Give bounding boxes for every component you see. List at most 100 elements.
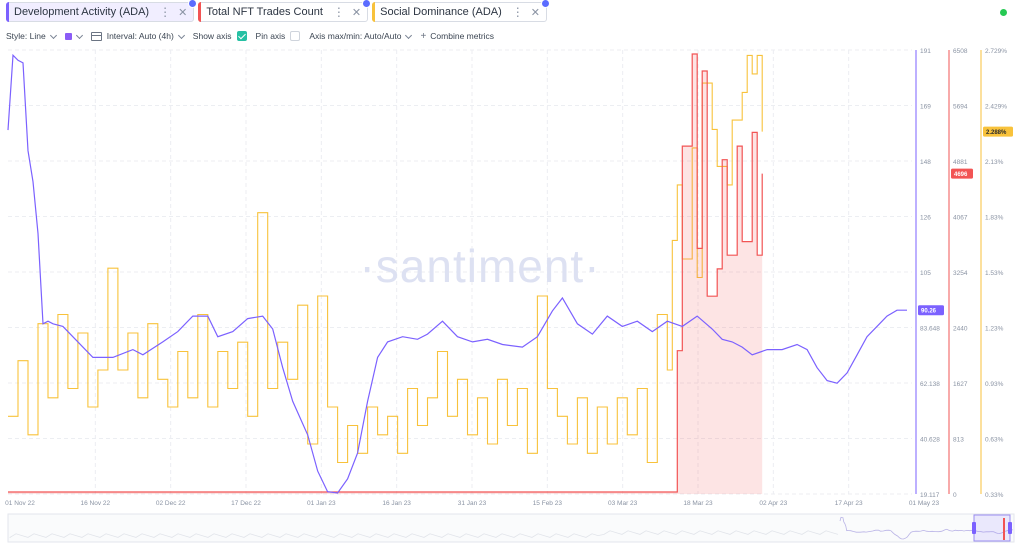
nft-axis-tick-label: 5694 xyxy=(953,104,968,111)
x-axis: 01 Nov 22 16 Nov 22 02 Dec 22 17 Dec 22 01 J… xyxy=(5,500,939,507)
dev-axis-last-value-text: 90.26 xyxy=(921,308,937,314)
dev-axis-tick-label: 191 xyxy=(920,48,931,55)
x-tick-label: 16 Jan 23 xyxy=(382,500,411,507)
nft-axis-tick-label: 4067 xyxy=(953,215,968,222)
nft-axis-tick-label: 813 xyxy=(953,437,964,444)
pin-axis-toggle[interactable]: Pin axis xyxy=(256,31,301,41)
combine-metrics-button[interactable]: + Combine metrics xyxy=(420,31,494,42)
axis-maxmin-selector[interactable]: Axis max/min: Auto/Auto xyxy=(309,31,413,41)
dev-axis-tick-label: 105 xyxy=(920,270,931,277)
nft-axis-tick-label: 0 xyxy=(953,492,957,499)
social-axis-tick-label: 0.63% xyxy=(985,437,1004,444)
metric-tabs: Development Activity (ADA) ⋮ ✕ Total NFT… xyxy=(6,0,550,24)
dev-axis-tick-label: 62.138 xyxy=(920,381,940,388)
x-tick-label: 02 Apr 23 xyxy=(759,500,787,507)
show-axis-label: Show axis xyxy=(192,31,232,41)
chart-area[interactable]: ·santiment· 191 169 148 126 105 83.648 62.138 4… xyxy=(0,44,1024,548)
social-axis-tick-label: 2.729% xyxy=(985,48,1007,55)
combine-metrics-label: Combine metrics xyxy=(430,31,495,41)
chart-grid xyxy=(8,49,912,495)
nft-axis-tick-label: 4881 xyxy=(953,159,968,166)
axis-maxmin-label: Axis max/min: Auto/Auto xyxy=(309,31,402,41)
x-tick-label: 01 Jan 23 xyxy=(307,500,336,507)
dev-axis-last-value-badge xyxy=(918,305,944,316)
more-options-icon[interactable]: ⋮ xyxy=(159,5,171,19)
dev-axis-tick-label: 169 xyxy=(920,104,931,111)
dev-axis-tick-label: 19.117 xyxy=(920,492,940,499)
style-selector[interactable]: Style: Line xyxy=(6,31,57,41)
x-tick-label: 01 Nov 22 xyxy=(5,500,35,507)
close-icon[interactable]: ✕ xyxy=(178,6,188,19)
more-options-icon[interactable]: ⋮ xyxy=(332,5,345,19)
tab-color-bar xyxy=(6,2,9,22)
chevron-down-icon xyxy=(75,31,83,39)
nft-trades-area xyxy=(8,54,763,494)
interval-selector[interactable]: Interval: Auto (4h) xyxy=(90,31,185,41)
info-badge-icon[interactable] xyxy=(188,0,198,8)
navigator-handle-right xyxy=(1008,522,1012,534)
social-axis-tick-label: 0.33% xyxy=(985,492,1004,499)
x-tick-label: 31 Jan 23 xyxy=(458,500,487,507)
social-axis-tick-label: 1.83% xyxy=(985,215,1004,222)
social-axis-tick-label: 2.13% xyxy=(985,159,1004,166)
x-tick-label: 16 Nov 22 xyxy=(81,500,111,507)
dev-axis-tick-label: 83.648 xyxy=(920,326,940,333)
x-tick-label: 01 May 23 xyxy=(909,500,940,507)
calendar-icon xyxy=(90,31,102,41)
tab-color-bar xyxy=(198,2,202,22)
social-axis-tick-label: 0.93% xyxy=(985,381,1004,388)
series-layer xyxy=(7,53,907,494)
social-dominance-line xyxy=(8,54,763,464)
nft-axis-last-value-text: 4696 xyxy=(954,172,968,178)
nft-axis-tick-label: 6508 xyxy=(953,48,968,55)
nft-axis-last-value-badge xyxy=(951,168,973,179)
show-axis-checkbox[interactable] xyxy=(236,31,247,41)
show-axis-toggle[interactable]: Show axis xyxy=(193,31,247,41)
nft-axis-tick-label: 2440 xyxy=(953,326,968,333)
navigator-dev-line xyxy=(839,516,1013,540)
chart-toolbar: Style: Line Interval: Auto (4h) Show axi… xyxy=(6,29,503,43)
x-tick-label: 15 Feb 23 xyxy=(533,500,563,507)
pin-axis-label: Pin axis xyxy=(255,31,286,41)
tab-total-nft-trades[interactable]: Total NFT Trades Count ⋮ ✕ xyxy=(198,0,372,22)
nft-axis-tick-label: 3254 xyxy=(953,270,968,277)
color-swatch xyxy=(64,32,72,40)
development-activity-line xyxy=(7,53,907,494)
close-icon[interactable]: ✕ xyxy=(530,6,540,19)
social-axis-tick-label: 2.429% xyxy=(985,104,1007,111)
color-selector[interactable] xyxy=(64,31,83,40)
live-status-dot xyxy=(1000,9,1007,16)
social-axis-last-value-badge xyxy=(983,126,1013,137)
santiment-watermark: ·santiment· xyxy=(359,240,600,292)
x-tick-label: 18 Mar 23 xyxy=(683,500,713,507)
dev-axis-tick-label: 148 xyxy=(920,159,931,166)
chevron-down-icon xyxy=(49,31,57,39)
tab-social-dominance[interactable]: Social Dominance (ADA) ⋮ ✕ xyxy=(372,0,550,22)
style-label: Style: Line xyxy=(6,31,46,41)
navigator-history-line xyxy=(9,530,839,538)
chevron-down-icon xyxy=(405,31,413,39)
social-axis-tick-label: 1.53% xyxy=(985,270,1004,277)
info-badge-icon[interactable] xyxy=(541,0,550,8)
interval-label: Interval: Auto (4h) xyxy=(106,31,174,41)
plus-icon: + xyxy=(420,30,427,42)
x-tick-label: 03 Mar 23 xyxy=(608,500,638,507)
dev-axis-tick-label: 126 xyxy=(920,215,931,222)
dev-axis-tick-label: 40.628 xyxy=(920,437,940,444)
pin-axis-checkbox[interactable] xyxy=(290,31,301,41)
tab-label: Development Activity (ADA) xyxy=(14,6,150,18)
y-axes: 191 169 148 126 105 83.648 62.138 40.628 19.117 9… xyxy=(915,48,1013,499)
x-tick-label: 17 Dec 22 xyxy=(231,500,261,507)
close-icon[interactable]: ✕ xyxy=(351,6,362,19)
x-tick-label: 02 Dec 22 xyxy=(156,500,186,507)
navigator-frame xyxy=(7,513,1015,543)
social-axis-last-value-text: 2.288% xyxy=(986,130,1007,136)
tab-label: Total NFT Trades Count xyxy=(206,6,323,18)
info-badge-icon[interactable] xyxy=(362,0,372,8)
x-tick-label: 17 Apr 23 xyxy=(835,500,863,507)
tab-development-activity[interactable]: Development Activity (ADA) ⋮ ✕ xyxy=(6,0,198,22)
more-options-icon[interactable]: ⋮ xyxy=(511,5,524,19)
tab-color-bar xyxy=(372,2,376,22)
navigator-handle-left xyxy=(972,522,976,534)
timeline-navigator[interactable] xyxy=(7,513,1015,543)
